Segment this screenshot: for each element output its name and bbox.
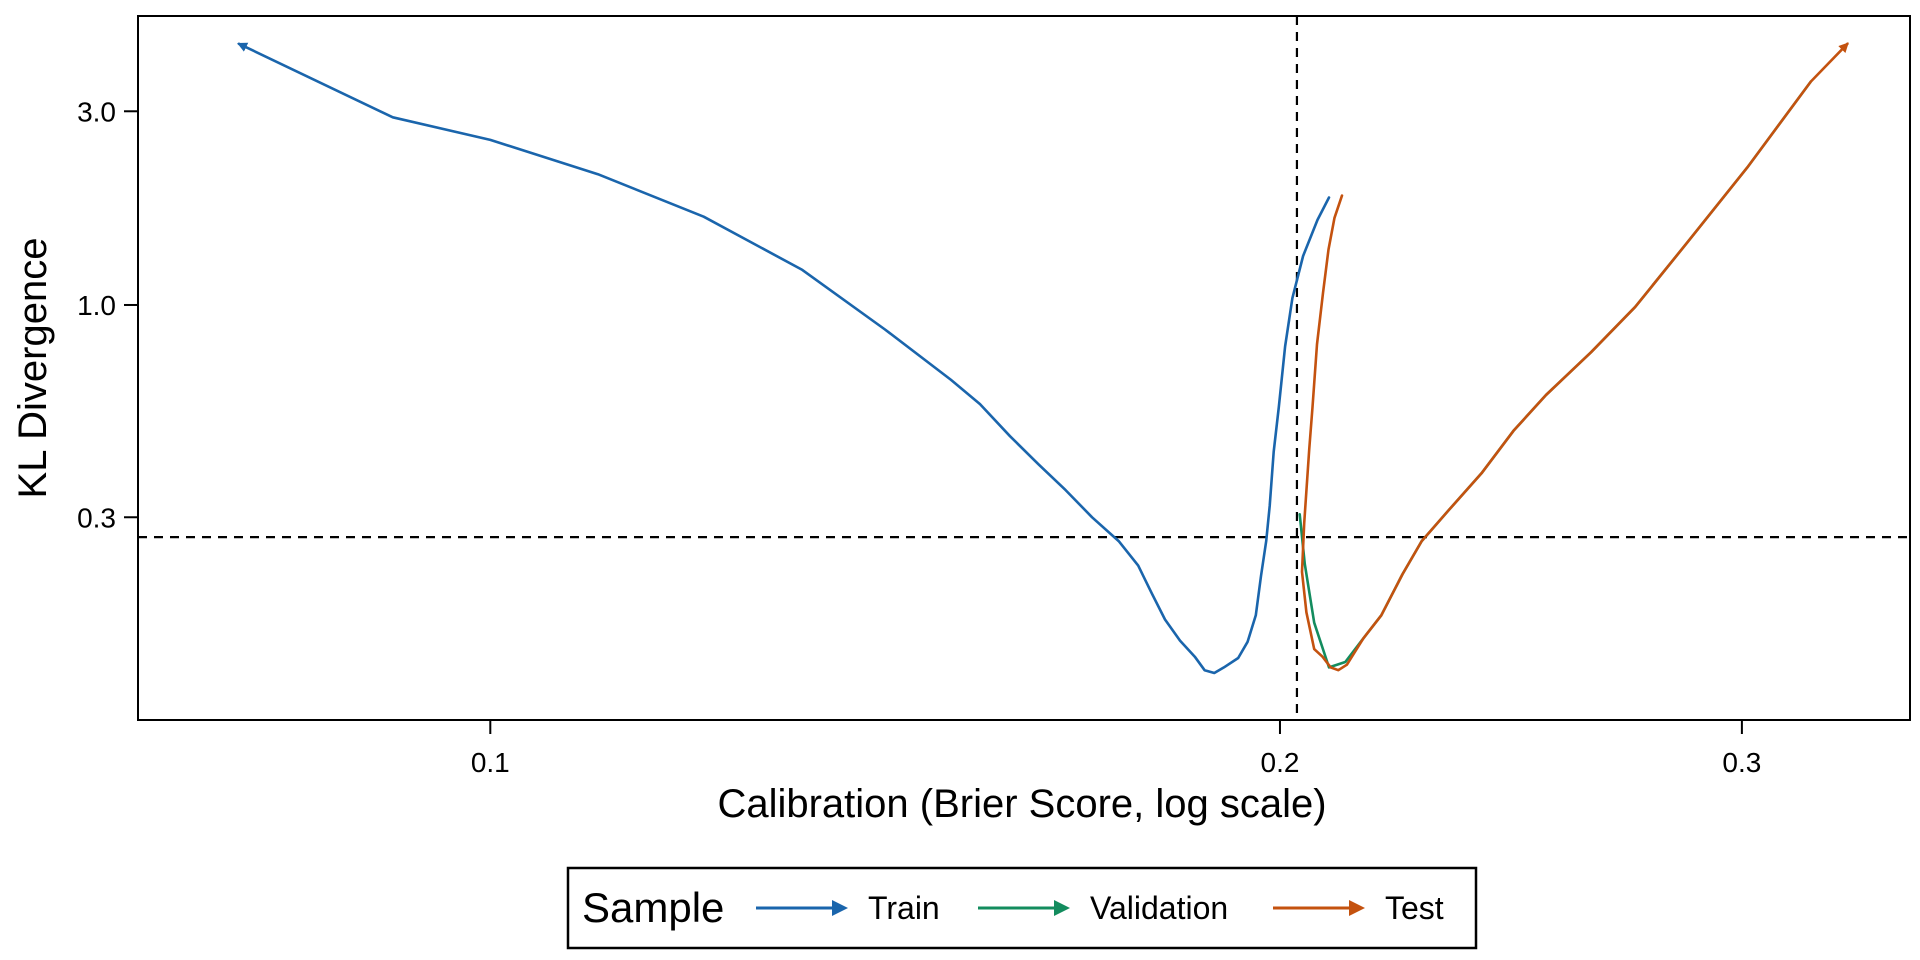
legend-item-train: Train — [756, 890, 940, 926]
series-layer — [237, 42, 1849, 675]
series-line-test — [1300, 42, 1849, 672]
x-tick-label-0-1: 0.1 — [471, 747, 510, 778]
series-line-validation — [1298, 80, 1813, 669]
legend-label-train: Train — [868, 890, 940, 926]
legend-key-arrow-test — [1349, 900, 1365, 916]
y-tick-label-3-0: 3.0 — [77, 96, 116, 127]
y-axis-title: KL Divergence — [11, 238, 55, 499]
y-tick-label-0-3: 0.3 — [77, 502, 116, 533]
legend-item-validation: Validation — [978, 890, 1228, 926]
y-axis: 0.3 1.0 3.0 — [77, 96, 138, 533]
series-line-train — [237, 42, 1331, 675]
legend-title: Sample — [582, 884, 724, 931]
legend-label-validation: Validation — [1090, 890, 1228, 926]
legend-key-arrow-train — [832, 900, 848, 916]
x-tick-label-0-2: 0.2 — [1261, 747, 1300, 778]
plot-panel — [137, 15, 1911, 721]
legend-key-arrow-validation — [1054, 900, 1070, 916]
reference-lines — [138, 16, 1910, 720]
x-axis-title: Calibration (Brier Score, log scale) — [717, 782, 1326, 826]
y-tick-label-1-0: 1.0 — [77, 290, 116, 321]
x-tick-label-0-3: 0.3 — [1722, 747, 1761, 778]
legend-items: Train Validation Test — [756, 890, 1444, 926]
legend: Sample Train Validation Test — [566, 866, 1478, 950]
legend-label-test: Test — [1385, 890, 1444, 926]
legend-item-test: Test — [1273, 890, 1444, 926]
x-axis: 0.1 0.2 0.3 — [471, 720, 1761, 778]
